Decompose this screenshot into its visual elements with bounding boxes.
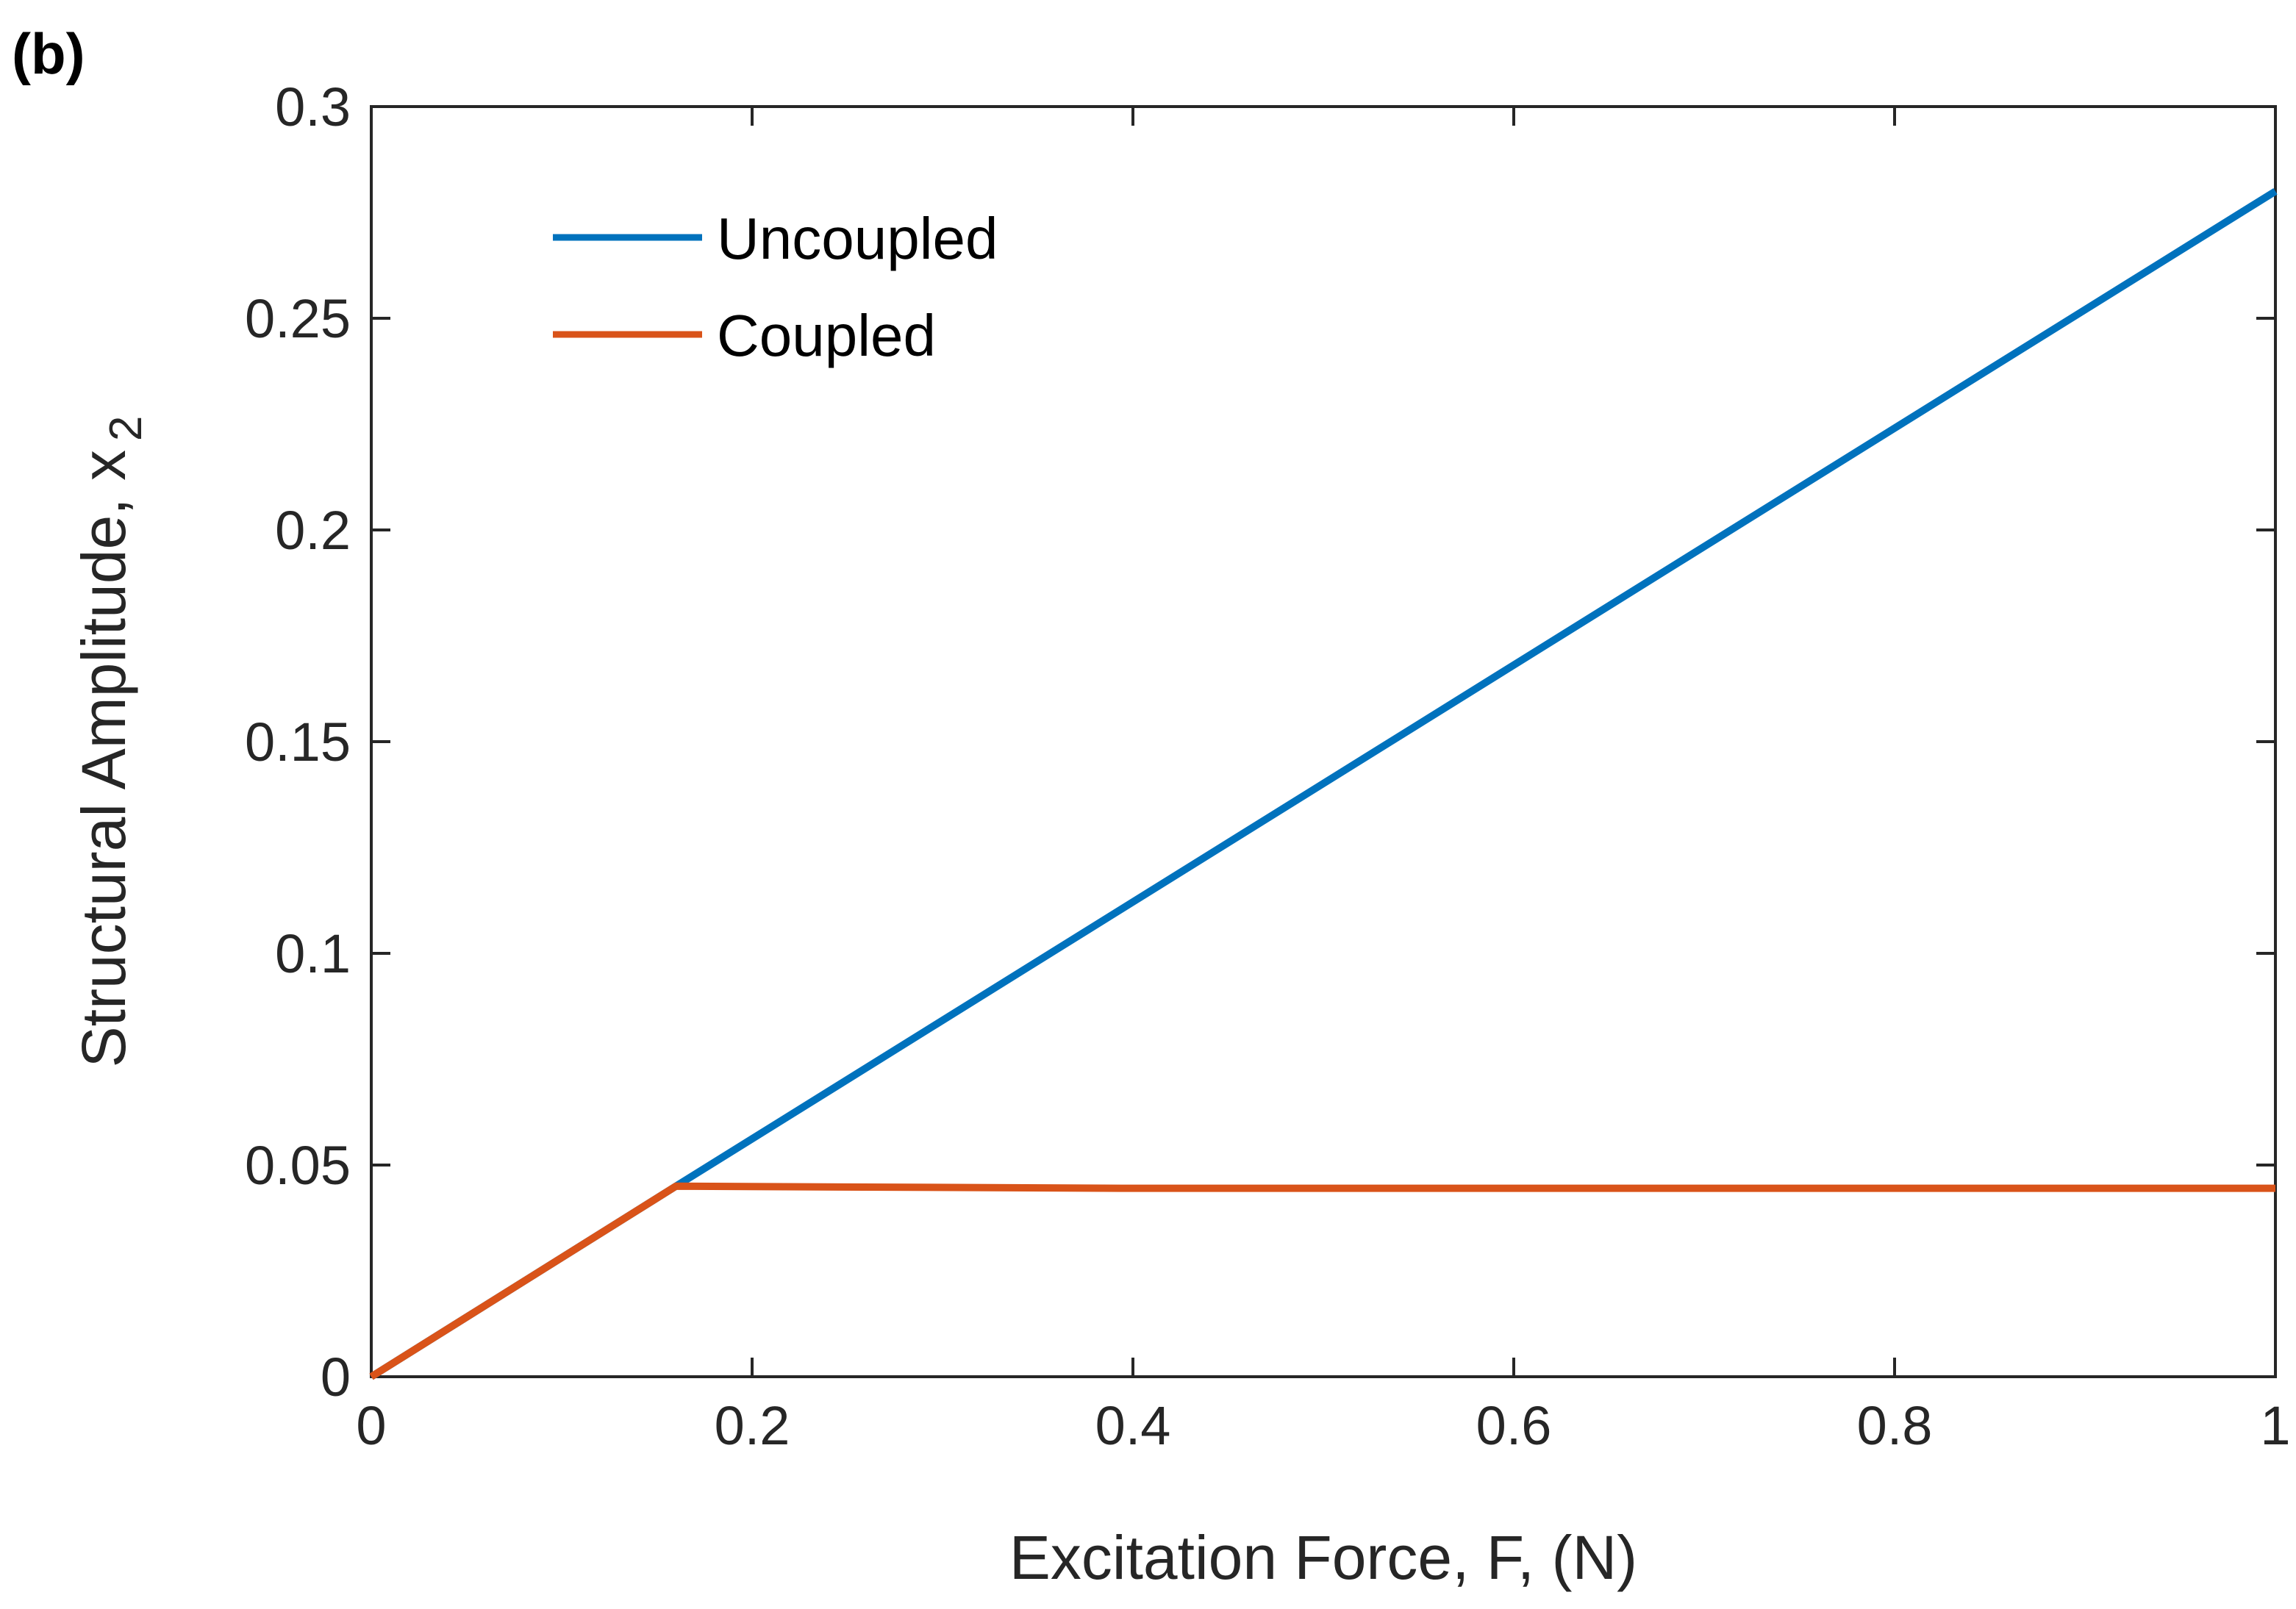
x-tick-label: 0.4 [1095,1395,1171,1456]
x-tick-label: 0.8 [1857,1395,1933,1456]
y-axis-label-subscript: 2 [101,416,151,441]
series-line-coupled [369,1182,2275,1380]
panel-label: (b) [12,21,85,86]
y-axis-label-main: Structural Amplitude, x [69,450,138,1067]
legend-label-coupled: Coupled [717,303,936,368]
x-tick-label: 0.6 [1476,1395,1552,1456]
y-axis-label: Structural Amplitude, x 2 [69,416,151,1068]
y-axis-ticks: 0 0.05 0.1 0.15 0.2 0.25 0.3 [245,76,2275,1408]
y-tick-label: 0.1 [275,923,351,984]
x-axis-ticks: 0 0.2 0.4 0.6 0.8 1 [356,107,2291,1456]
legend-label-uncoupled: Uncoupled [717,206,998,271]
x-tick-label: 1 [2260,1395,2290,1456]
legend: Uncoupled Coupled [553,206,998,368]
y-tick-label: 0.2 [275,500,351,561]
y-tick-label: 0.25 [245,288,351,349]
y-tick-label: 0.15 [245,712,351,773]
y-tick-label: 0.3 [275,76,351,137]
x-tick-label: 0.2 [715,1395,790,1456]
x-tick-label: 0 [356,1395,386,1456]
y-tick-label: 0.05 [245,1135,351,1196]
series-group [369,187,2278,1380]
y-tick-label: 0 [321,1347,351,1408]
x-axis-label: Excitation Force, F, (N) [1009,1523,1637,1592]
